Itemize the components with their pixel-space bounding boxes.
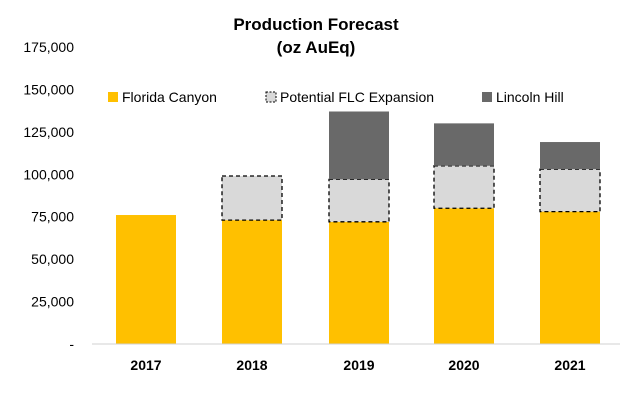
bar-florida-canyon-2021	[540, 211, 600, 344]
bar-florida-canyon-2017	[116, 215, 176, 344]
legend-swatch-lincoln-hill	[482, 92, 492, 102]
y-tick-label: 175,000	[23, 39, 74, 55]
y-tick-label: 150,000	[23, 81, 74, 97]
legend: Florida Canyon Potential FLC Expansion Lin…	[108, 89, 564, 105]
legend-label-florida-canyon: Florida Canyon	[122, 89, 217, 105]
bar-lincoln-hill-2021	[540, 142, 600, 170]
legend-label-lincoln-hill: Lincoln Hill	[496, 89, 564, 105]
legend-swatch-florida-canyon	[108, 92, 118, 102]
x-tick-label: 2020	[448, 357, 479, 373]
bar-potential-flc-expansion-2018	[221, 175, 283, 221]
y-tick-label: -	[69, 336, 74, 352]
legend-swatch-potential-flc-expansion	[265, 91, 277, 103]
legend-label-potential-flc-expansion: Potential FLC Expansion	[280, 89, 434, 105]
y-tick-label: 75,000	[31, 209, 74, 225]
y-tick-label: 25,000	[31, 294, 74, 310]
y-axis: - 25,000 50,000 75,000 100,000 125,000 150,000…	[23, 39, 74, 352]
y-tick-label: 125,000	[23, 124, 74, 140]
x-axis: 2017 2018 2019 2020 2021	[130, 357, 585, 373]
x-tick-label: 2018	[236, 357, 267, 373]
chart-subtitle: (oz AuEq)	[277, 38, 356, 57]
x-tick-label: 2019	[343, 357, 374, 373]
x-tick-label: 2017	[130, 357, 161, 373]
bar-florida-canyon-2018	[222, 220, 282, 344]
bars	[116, 111, 601, 344]
bar-potential-flc-expansion-2019	[328, 178, 390, 223]
bar-florida-canyon-2019	[329, 221, 389, 344]
bar-potential-flc-expansion-2021	[539, 168, 601, 213]
bar-lincoln-hill-2019	[329, 111, 389, 180]
bar-florida-canyon-2020	[434, 208, 494, 344]
chart-title: Production Forecast	[233, 15, 399, 34]
bar-lincoln-hill-2020	[434, 123, 494, 166]
y-tick-label: 50,000	[31, 251, 74, 267]
y-tick-label: 100,000	[23, 166, 74, 182]
x-tick-label: 2021	[554, 357, 585, 373]
bar-potential-flc-expansion-2020	[433, 165, 495, 209]
